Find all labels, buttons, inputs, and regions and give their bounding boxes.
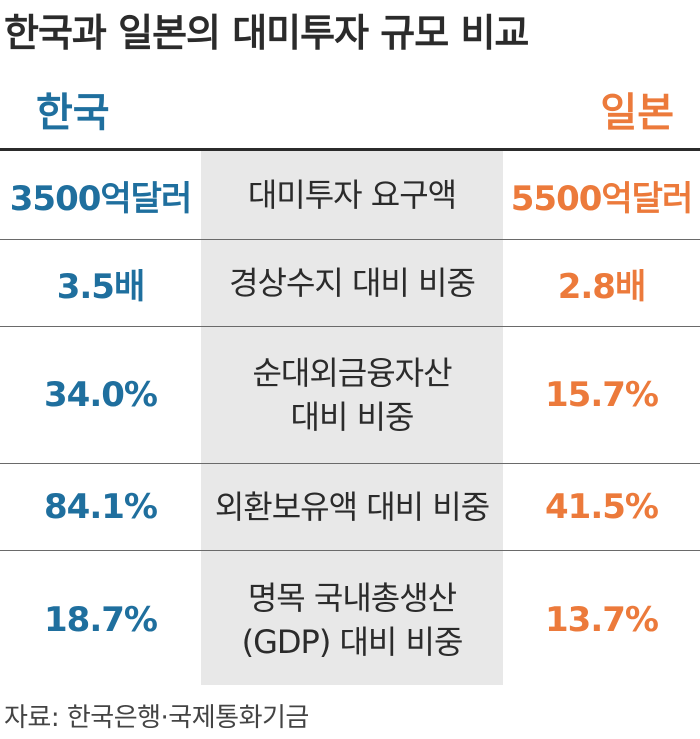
source-note: 자료: 한국은행·국제통화기금	[4, 703, 309, 733]
japan-value: 2.8배	[557, 266, 647, 307]
header-korea: 한국	[36, 90, 110, 136]
japan-value: 5500억달러	[510, 178, 693, 219]
table-row-current-account: 3.5배 경상수지 대비 비중 2.8배	[0, 240, 700, 327]
row-label-line: 명목 국내총생산	[247, 578, 457, 617]
korea-value: 3.5배	[56, 266, 146, 307]
korea-value: 84.1%	[44, 487, 158, 527]
korea-value: 34.0%	[44, 375, 158, 415]
header-japan: 일본	[600, 90, 674, 136]
row-label-line: 외환보유액 대비 비중	[214, 488, 490, 526]
table-row-fx-reserves: 84.1% 외환보유액 대비 비중 41.5%	[0, 464, 700, 551]
row-label-line: 경상수지 대비 비중	[229, 264, 476, 302]
row-label: 경상수지 대비 비중	[201, 240, 503, 326]
chart-title: 한국과 일본의 대미투자 규모 비교	[4, 11, 529, 55]
row-label-line: 대비 비중	[290, 398, 415, 436]
table-row-investment-demand: 3500억달러 대미투자 요구액 5500억달러	[0, 151, 700, 240]
korea-value: 18.7%	[44, 599, 158, 640]
row-label: 외환보유액 대비 비중	[201, 464, 503, 550]
row-label-line: (GDP) 대비 비중	[241, 622, 464, 661]
japan-value: 13.7%	[545, 599, 659, 640]
row-label-line: 대미투자 요구액	[247, 176, 457, 214]
japan-value: 15.7%	[545, 375, 659, 415]
row-label-line: 순대외금융자산	[252, 354, 452, 392]
table-row-gdp: 18.7% 명목 국내총생산 (GDP) 대비 비중 13.7%	[0, 551, 700, 688]
row-label: 대미투자 요구액	[201, 151, 503, 239]
korea-value: 3500억달러	[9, 178, 192, 219]
middle-column-background	[201, 151, 503, 685]
comparison-table: 3500억달러 대미투자 요구액 5500억달러 3.5배 경상수지 대비 비중…	[0, 148, 700, 685]
table-row-net-foreign-assets: 34.0% 순대외금융자산 대비 비중 15.7%	[0, 327, 700, 464]
row-label: 명목 국내총생산 (GDP) 대비 비중	[201, 551, 503, 688]
japan-value: 41.5%	[545, 487, 659, 527]
row-label: 순대외금융자산 대비 비중	[201, 327, 503, 463]
